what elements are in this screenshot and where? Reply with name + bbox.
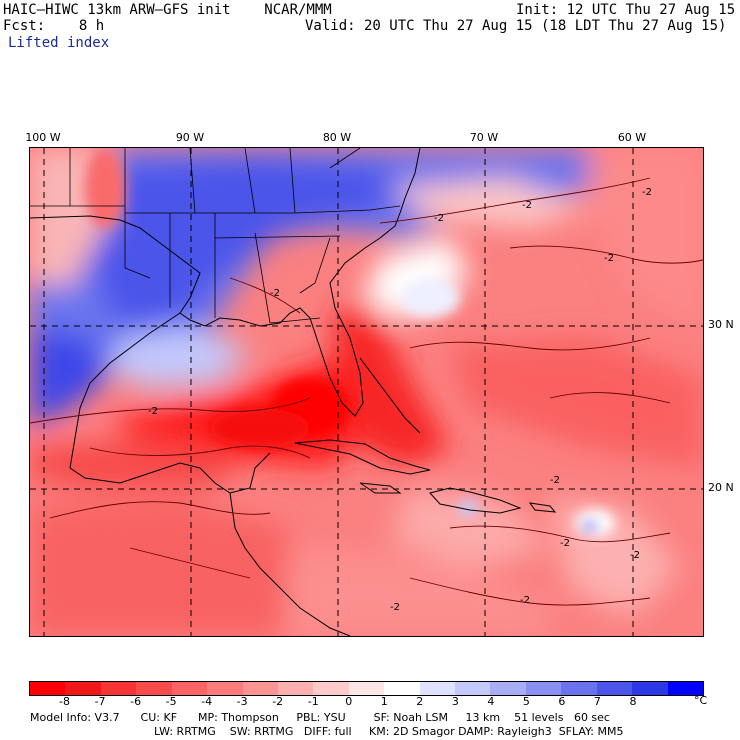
colorbar-swatch <box>171 682 208 695</box>
contour-label: -2 <box>434 213 444 224</box>
colorbar-tick-label: 2 <box>416 695 424 708</box>
lon-label-80w: 80 W <box>322 131 352 144</box>
contour-label: -2 <box>630 550 640 561</box>
colorbar-swatch <box>313 682 349 695</box>
colorbar <box>29 681 704 696</box>
contours <box>30 177 703 606</box>
colorbar-unit: °C <box>694 694 708 707</box>
colorbar-swatch <box>136 682 172 695</box>
contour-label: -2 <box>390 602 400 613</box>
init-time: Init: 12 UTC Thu 27 Aug 15 <box>516 2 736 18</box>
coastlines <box>30 148 557 636</box>
state-borders <box>30 148 401 324</box>
colorbar-tick-label: -1 <box>307 695 319 708</box>
lon-label-100w: 100 W <box>25 131 61 144</box>
colorbar-swatch <box>455 682 491 695</box>
colorbar-tick-label: 4 <box>487 695 495 708</box>
lon-label-60w: 60 W <box>617 131 647 144</box>
colorbar-tick-label: 1 <box>380 695 388 708</box>
colorbar-swatch <box>384 682 420 695</box>
colorbar-swatch <box>596 682 633 695</box>
colorbar-swatch <box>419 682 456 695</box>
lat-lon-grid <box>30 148 703 636</box>
field-detail <box>85 148 615 537</box>
contour-label: -2 <box>604 253 614 264</box>
colorbar-swatch <box>348 682 385 695</box>
colorbar-tick-label: -3 <box>236 695 248 708</box>
colorbar-swatch <box>65 682 101 695</box>
contour-label: -2 <box>642 187 652 198</box>
colorbar-swatch <box>632 682 668 695</box>
field-name: Lifted index <box>8 35 110 51</box>
colorbar-swatch <box>30 682 66 695</box>
contour-label: -2 <box>148 406 158 417</box>
colorbar-tick-label: -7 <box>94 695 106 708</box>
lat-label-30n: 30 N <box>708 318 734 331</box>
colorbar-swatch <box>242 682 278 695</box>
map-canvas: -2 -2 -2 -2 -2 -2 -2 -2 -2 -2 -2 <box>30 148 703 636</box>
colorbar-swatch <box>100 682 137 695</box>
colorbar-swatch <box>525 682 562 695</box>
colorbar-tick-label: -6 <box>130 695 142 708</box>
model-info-line1: Model Info: V3.7 CU: KF MP: Thompson PBL… <box>30 711 610 724</box>
field-shading <box>30 148 703 636</box>
contour-labels: -2 -2 -2 -2 -2 -2 -2 -2 -2 -2 -2 <box>148 187 652 613</box>
colorbar-tick-label: 0 <box>345 695 353 708</box>
colorbar-tick-label: 5 <box>522 695 530 708</box>
contour-label: -2 <box>522 200 532 211</box>
colorbar-tick-label: -2 <box>272 695 284 708</box>
colorbar-tick-label: -5 <box>165 695 177 708</box>
colorbar-tick-label: -4 <box>201 695 213 708</box>
model-title: HAIC–HIWC 13km ARW–GFS init NCAR/MMM <box>3 2 332 18</box>
colorbar-tick-label: -8 <box>59 695 70 708</box>
contour-label: -2 <box>270 288 280 299</box>
colorbar-swatch <box>207 682 243 695</box>
lon-label-70w: 70 W <box>469 131 499 144</box>
colorbar-tick-label: 7 <box>593 695 601 708</box>
forecast-hour: Fcst: 8 h <box>3 18 105 34</box>
lifted-index-map: -2 -2 -2 -2 -2 -2 -2 -2 -2 -2 -2 <box>29 147 704 637</box>
contour-label: -2 <box>520 595 530 606</box>
contour-label: -2 <box>550 475 560 486</box>
colorbar-swatch <box>561 682 597 695</box>
colorbar-swatch <box>667 682 704 695</box>
model-info-line2: LW: RRTMG SW: RRTMG DIFF: full KM: 2D Sm… <box>154 725 624 738</box>
colorbar-tick-label: 3 <box>451 695 459 708</box>
lat-label-20n: 20 N <box>708 481 734 494</box>
colorbar-swatch <box>277 682 314 695</box>
colorbar-tick-label: 8 <box>629 695 637 708</box>
colorbar-swatch <box>490 682 526 695</box>
valid-time: Valid: 20 UTC Thu 27 Aug 15 (18 LDT Thu … <box>305 18 727 34</box>
lon-label-90w: 90 W <box>175 131 205 144</box>
colorbar-tick-label: 6 <box>558 695 566 708</box>
contour-label: -2 <box>560 538 570 549</box>
